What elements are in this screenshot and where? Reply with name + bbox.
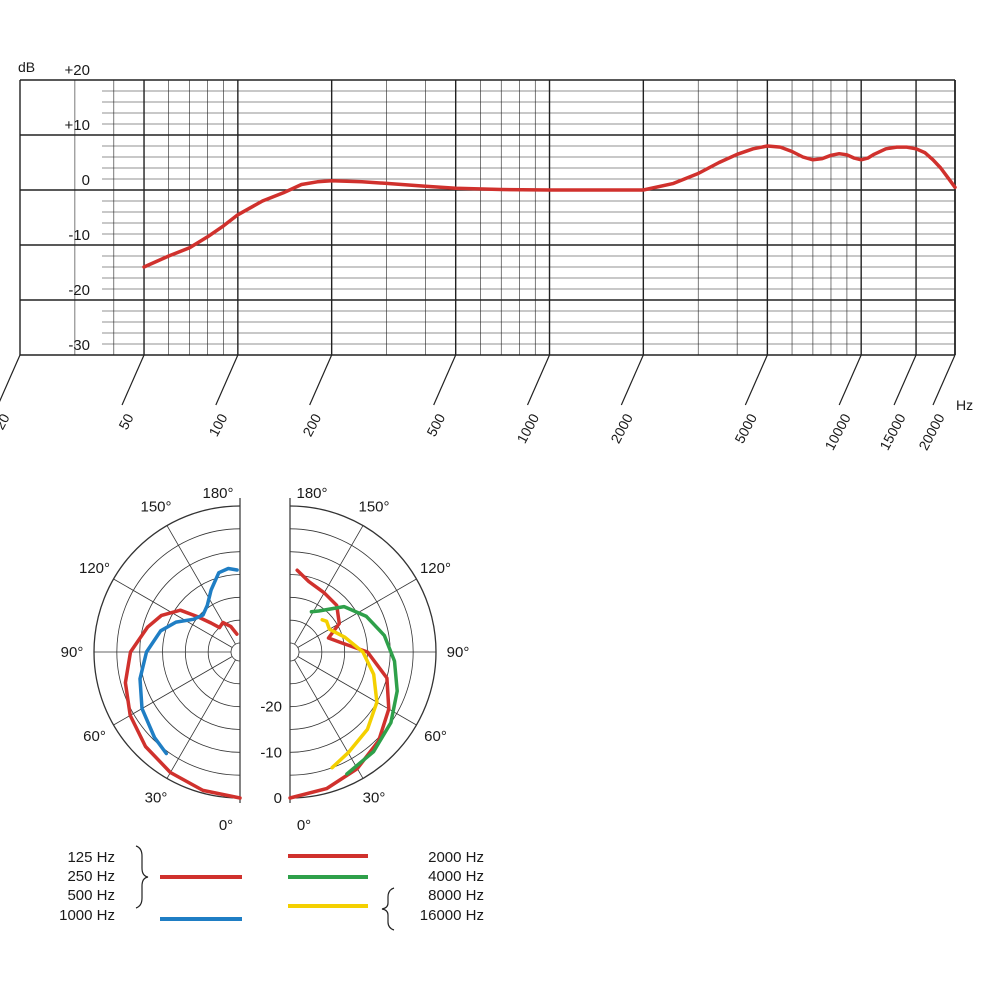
polar-ring [289,642,300,662]
x-tick-mark [215,354,239,406]
polar-curve [123,608,242,800]
polar-angle-label: 30° [363,789,386,806]
legend-left-label: 125 Hz [67,849,115,866]
x-tick-mark [893,354,917,406]
polar-angle-label: 150° [358,499,389,516]
polar-legend: 125 Hz 250 Hz 500 Hz 1000 Hz 2000 Hz 4000 Hz 8… [59,845,484,931]
x-tick-mark [932,354,956,406]
polar-angle-label: 60° [83,728,106,745]
x-tick-mark [620,354,644,406]
x-tick-label: 100 [205,411,230,439]
polar-angle-label: 120° [420,560,451,577]
polar-right-half [288,498,437,803]
polar-spoke [113,656,233,726]
x-tick-mark [121,354,145,406]
polar-spoke [294,525,364,645]
x-tick-label: 500 [423,411,448,439]
polar-curve [309,604,399,776]
polar-angle-label: 150° [140,499,171,516]
x-tick-label: 20 [0,411,13,432]
polar-angle-label: 180° [296,485,327,502]
x-tick-label: 10000 [821,411,854,453]
legend-right-label: 4000 Hz [428,868,484,885]
x-tick-label: 5000 [731,411,760,446]
legend-right-label: 8000 Hz [428,887,484,904]
y-tick-label: -30 [68,337,90,354]
x-tick-label: 50 [115,411,137,432]
polar-ring [230,642,241,662]
polar-angle-label: 0° [297,817,311,834]
polar-spoke [166,659,236,779]
y-tick-label: -10 [68,227,90,244]
x-tick-label: 1000 [513,411,542,446]
polar-angle-label: 30° [145,789,168,806]
polar-level-label: -10 [260,744,282,761]
polar-angle-label: 90° [447,644,470,661]
frequency-response-curve [142,144,957,269]
legend-left-label: 1000 Hz [59,907,115,924]
x-tick-mark [0,354,21,402]
polar-curve [138,566,239,756]
polar-angle-labels: 180° 180° 150° 150° 120° 120° 90° 90° 60° 60° 30° 3… [61,485,470,834]
legend-brace-left [135,845,149,909]
frequency-response-grid [19,79,956,356]
legend-left-label: 250 Hz [67,868,115,885]
legend-right-label: 16000 Hz [420,907,484,924]
y-tick-label: -20 [68,282,90,299]
polar-angle-label: 120° [79,560,110,577]
polar-level-label: 0 [274,790,282,807]
legend-brace-right [381,887,395,931]
polar-angle-label: 90° [61,644,84,661]
x-tick-label: 2000 [607,411,636,446]
y-tick-label: 0 [82,172,90,189]
x-axis-label: Hz [956,397,973,413]
polar-spoke [166,525,236,645]
polar-angle-label: 180° [202,485,233,502]
x-tick-mark [309,354,333,406]
y-tick-label: +10 [65,117,90,134]
x-tick-label: 20000 [915,411,948,453]
x-tick-mark [838,354,862,406]
x-tick-mark [433,354,457,406]
frequency-response-series [142,144,957,269]
frequency-response-x-ticks: 20 50 100 200 500 1000 2000 5000 10000 15000 20000 [0,354,956,453]
frequency-response-y-ticks: +20 +10 0 -10 -20 -30 [65,62,90,354]
polar-spoke [294,659,364,779]
polar-spoke [297,656,417,726]
y-tick-label: +20 [65,62,90,79]
x-tick-label: 200 [299,411,324,439]
polar-angle-label: 60° [424,728,447,745]
polar-left-half [93,498,242,803]
polar-level-label: -20 [260,699,282,716]
polar-level-labels: -20 -10 0 [260,699,282,807]
x-tick-label: 15000 [876,411,909,453]
polar-angle-label: 0° [219,817,233,834]
x-tick-mark [744,354,768,406]
x-tick-mark [526,354,551,406]
legend-left-label: 500 Hz [67,887,115,904]
legend-right-label: 2000 Hz [428,849,484,866]
y-axis-label: dB [18,59,35,75]
polar-curve [320,618,379,770]
